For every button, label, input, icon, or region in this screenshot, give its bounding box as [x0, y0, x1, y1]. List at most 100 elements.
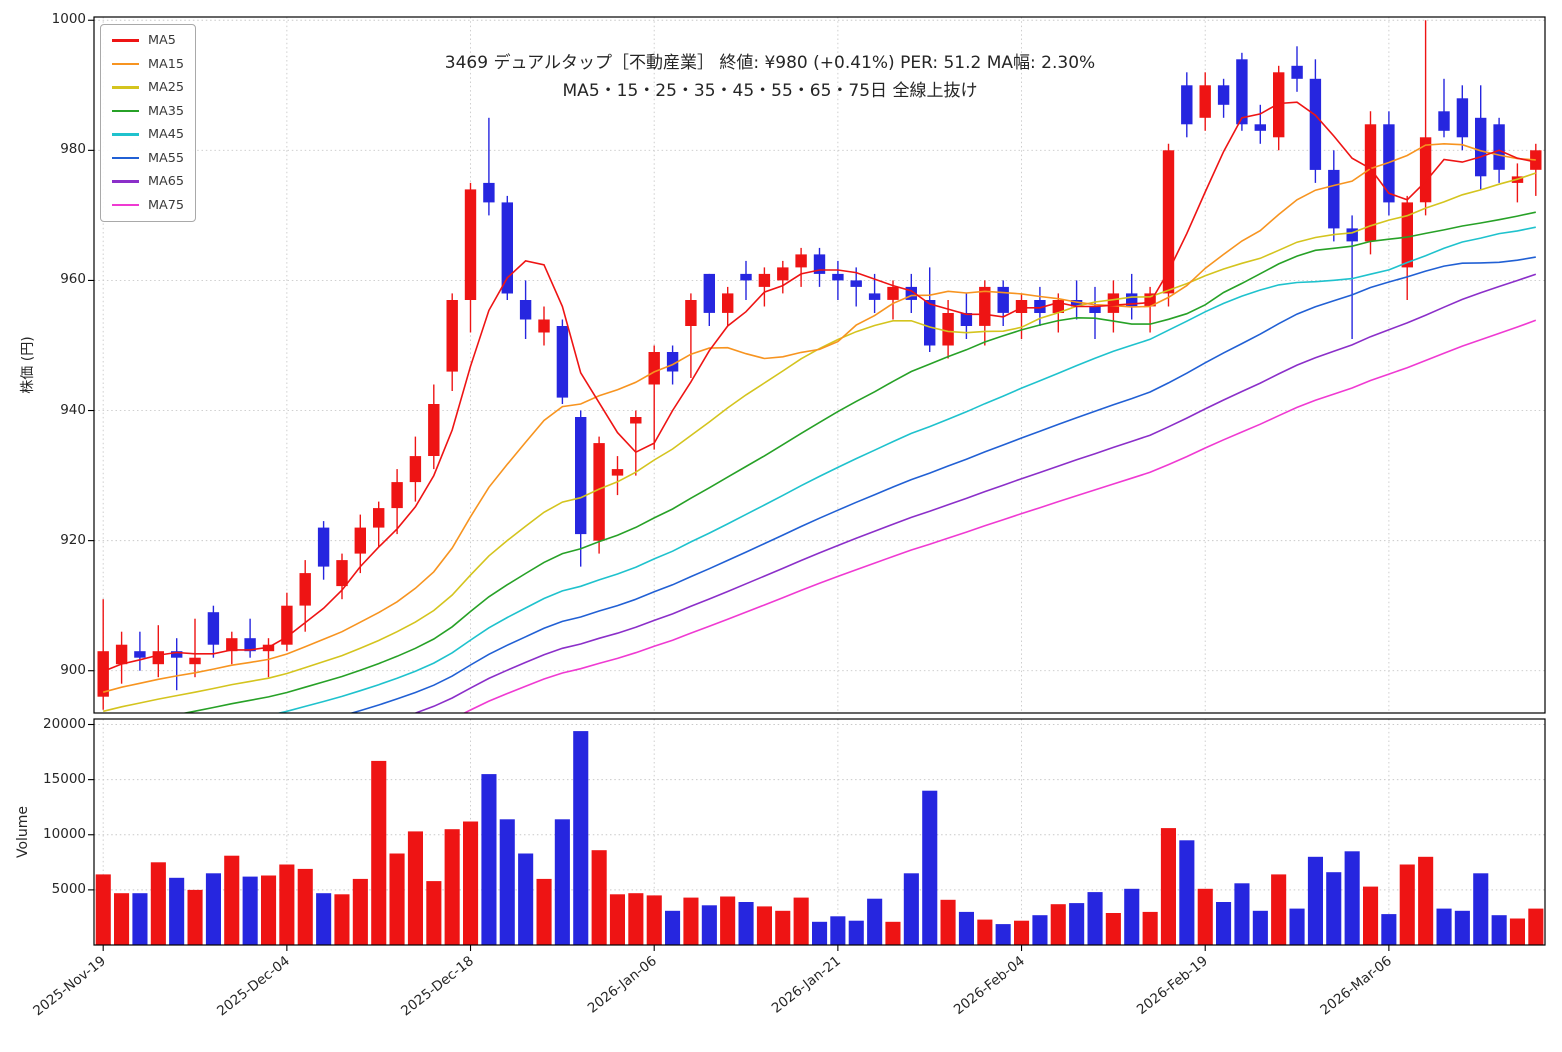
candle-body	[171, 651, 183, 658]
volume-bar	[628, 893, 644, 945]
candle-body	[1107, 293, 1120, 313]
legend-line-swatch	[112, 156, 139, 160]
legend-item-ma25: MA25	[112, 79, 184, 96]
candle-body	[1254, 124, 1266, 131]
legend-line-swatch	[112, 62, 139, 66]
volume-bar	[1473, 873, 1489, 945]
candle-body	[942, 313, 954, 346]
volume-bar	[371, 760, 387, 945]
legend-line-swatch	[112, 86, 139, 89]
candle-body	[1291, 65, 1303, 79]
candle-body	[354, 527, 366, 554]
legend-line-swatch	[112, 39, 139, 42]
ma-line-ma5	[102, 101, 1536, 673]
candle-body	[795, 254, 807, 268]
candle-body	[1162, 150, 1175, 294]
candle-body	[409, 456, 422, 483]
volume-bar	[1142, 911, 1158, 945]
legend-line-swatch	[112, 109, 139, 113]
legend-line-swatch	[112, 133, 139, 136]
volume-bar	[683, 897, 699, 945]
candle-body	[1144, 293, 1156, 307]
candles	[97, 20, 1542, 710]
legend-label: MA15	[148, 56, 185, 72]
volume-tick-label: 5000	[51, 880, 86, 897]
volume-bar	[407, 831, 423, 945]
volume-bar	[609, 894, 625, 945]
candle-body	[630, 417, 642, 424]
volume-bar	[554, 819, 570, 945]
volume-bar	[1326, 872, 1342, 945]
volume-bar	[389, 853, 405, 945]
volume-bar	[958, 911, 974, 945]
candle-body	[1401, 202, 1413, 268]
volume-bar	[701, 905, 717, 945]
candle-body	[1456, 98, 1469, 138]
volume-bar	[1252, 910, 1268, 945]
gridlines	[94, 17, 1545, 945]
candle-body	[152, 651, 164, 665]
volume-plot-frame	[93, 718, 1546, 946]
volume-bar	[132, 893, 148, 945]
candle-body	[593, 443, 605, 541]
candle-body	[428, 404, 440, 456]
candle-body	[1126, 293, 1138, 307]
volume-bar	[1124, 888, 1140, 945]
candle-body	[207, 612, 220, 645]
candle-body	[648, 352, 660, 385]
volume-bar	[867, 898, 883, 945]
candle-body	[997, 286, 1009, 313]
volume-bar	[169, 877, 185, 945]
ma-line-ma65	[413, 273, 1537, 713]
candle-body	[905, 286, 917, 300]
candle-body	[464, 189, 477, 300]
candle-body	[924, 300, 936, 346]
volume-bar	[848, 920, 864, 945]
price-tick-label: 980	[60, 141, 86, 158]
volume-bar	[573, 731, 589, 945]
volume-bar	[1197, 888, 1213, 945]
candle-body	[722, 293, 734, 313]
candle-body	[299, 573, 311, 606]
volume-tick-label: 20000	[43, 715, 86, 732]
candle-body	[979, 286, 991, 326]
legend-item-ma55: MA55	[112, 150, 184, 167]
volume-bar	[95, 874, 111, 945]
volume-bar	[995, 924, 1011, 945]
ma-line-ma35	[181, 211, 1536, 713]
volume-bar	[830, 916, 846, 945]
ma-line-ma15	[102, 142, 1536, 693]
price-plot-frame	[93, 16, 1546, 714]
volume-bar	[591, 850, 607, 945]
volume-bar	[481, 774, 497, 945]
volume-bar	[738, 902, 754, 945]
volume-bars	[95, 731, 1544, 945]
candle-body	[1181, 85, 1193, 125]
candle-body	[1530, 150, 1542, 170]
volume-bar	[1050, 904, 1066, 945]
legend-item-ma45: MA45	[112, 126, 184, 143]
volume-bar	[903, 873, 919, 945]
candle-body	[1475, 117, 1487, 177]
volume-bar	[279, 864, 295, 945]
candle-body	[960, 313, 973, 326]
volume-bar	[1069, 903, 1085, 945]
candle-body	[1273, 72, 1285, 138]
candle-body	[887, 286, 899, 300]
candle-body	[575, 417, 587, 535]
ma-legend: MA5 MA15 MA25 MA35 MA45 MA55 MA65 MA75	[100, 24, 197, 222]
legend-item-ma65: MA65	[112, 173, 184, 190]
candle-body	[1199, 85, 1211, 118]
candle-body	[226, 638, 238, 652]
volume-bar	[205, 873, 221, 945]
candle-body	[740, 273, 752, 281]
volume-bar	[1381, 914, 1397, 945]
volume-bar	[922, 790, 938, 945]
volume-bar	[316, 893, 332, 945]
candle-body	[281, 605, 293, 645]
chart-title-line1: 3469 デュアルタップ［不動産業］ 終値: ¥980 (+0.41%) PER…	[444, 53, 1096, 73]
volume-bar	[1014, 920, 1030, 945]
candle-body	[1383, 124, 1395, 203]
